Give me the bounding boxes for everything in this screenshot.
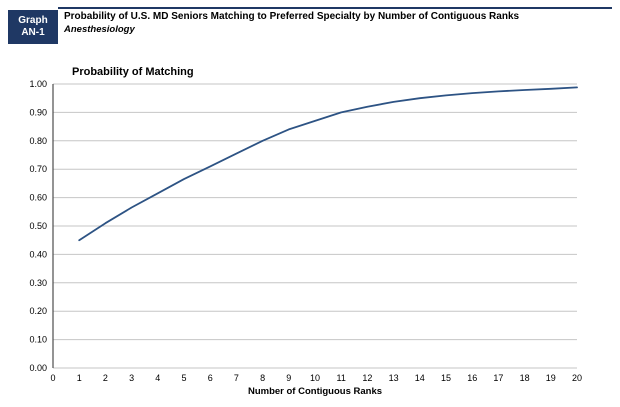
y-tick-label: 0.80 bbox=[29, 136, 47, 146]
x-tick-label: 17 bbox=[493, 373, 503, 383]
x-tick-label: 20 bbox=[572, 373, 582, 383]
x-tick-label: 16 bbox=[467, 373, 477, 383]
graph-id-line2: AN-1 bbox=[21, 27, 45, 38]
y-tick-label: 0.90 bbox=[29, 107, 47, 117]
header-title-block: Probability of U.S. MD Seniors Matching … bbox=[64, 10, 556, 35]
y-tick-label: 0.10 bbox=[29, 335, 47, 345]
x-tick-label: 15 bbox=[441, 373, 451, 383]
chart-title: Probability of Matching bbox=[72, 66, 194, 78]
x-tick-label: 19 bbox=[546, 373, 556, 383]
x-tick-label: 9 bbox=[286, 373, 291, 383]
y-tick-label: 0.60 bbox=[29, 193, 47, 203]
y-tick-label: 1.00 bbox=[29, 79, 47, 89]
x-tick-label: 6 bbox=[208, 373, 213, 383]
x-tick-label: 13 bbox=[389, 373, 399, 383]
x-tick-label: 7 bbox=[234, 373, 239, 383]
y-tick-label: 0.00 bbox=[29, 363, 47, 373]
gridlines bbox=[53, 83, 577, 369]
x-tick-label: 4 bbox=[155, 373, 160, 383]
y-tick-label: 0.20 bbox=[29, 306, 47, 316]
header-rule bbox=[58, 7, 612, 9]
y-tick-label: 0.30 bbox=[29, 278, 47, 288]
graph-id-badge: Graph AN-1 bbox=[8, 10, 58, 44]
y-tick-label: 0.70 bbox=[29, 164, 47, 174]
report-subtitle: Anesthesiology bbox=[64, 24, 135, 35]
probability-series-line bbox=[78, 86, 578, 242]
x-tick-label: 1 bbox=[77, 373, 82, 383]
graph-id-line1: Graph bbox=[18, 15, 48, 26]
x-tick-label: 2 bbox=[103, 373, 108, 383]
x-axis-labels: 0 1 2 3 4 5 6 7 8 9 10 11 12 13 14 15 16 17 18 19 20 bbox=[50, 373, 582, 383]
x-tick-label: 18 bbox=[520, 373, 530, 383]
x-tick-label: 12 bbox=[362, 373, 372, 383]
x-axis-title: Number of Contiguous Ranks bbox=[247, 386, 383, 397]
y-tick-label: 0.50 bbox=[29, 221, 47, 231]
y-tick-label: 0.40 bbox=[29, 249, 47, 259]
x-tick-label: 8 bbox=[260, 373, 265, 383]
x-tick-label: 10 bbox=[310, 373, 320, 383]
report-title: Probability of U.S. MD Seniors Matching … bbox=[64, 11, 520, 22]
x-tick-label: 0 bbox=[50, 373, 55, 383]
y-axis-labels: 0.00 0.10 0.20 0.30 0.40 0.50 0.60 0.70 0.80 0.90… bbox=[29, 79, 47, 373]
x-tick-label: 11 bbox=[337, 373, 346, 383]
x-tick-label: 5 bbox=[181, 373, 186, 383]
x-tick-label: 3 bbox=[129, 373, 134, 383]
x-tick-label: 14 bbox=[415, 373, 425, 383]
